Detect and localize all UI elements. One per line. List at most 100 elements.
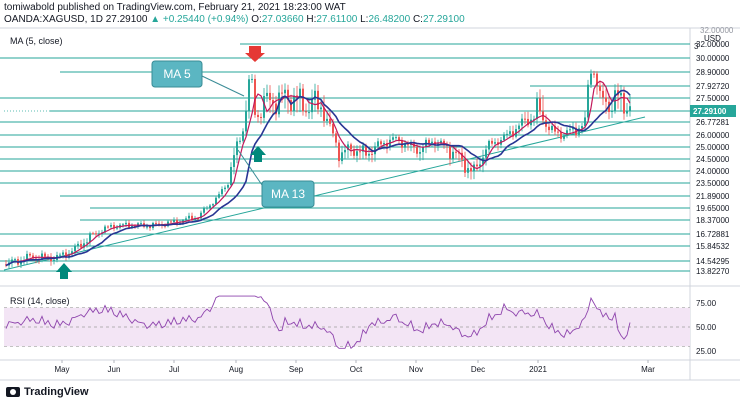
candle-body <box>26 253 28 261</box>
ma5-callout: MA 5 <box>151 60 245 97</box>
candle-body <box>320 107 322 110</box>
candle-body <box>206 207 208 209</box>
price-axis-label: 24.50000 <box>696 155 730 164</box>
candle-body <box>251 78 253 80</box>
price-axis-label: 16.72881 <box>696 230 730 239</box>
candle-body <box>431 141 433 144</box>
candle-body <box>308 112 310 114</box>
price-axis-label: 23.50000 <box>696 179 730 188</box>
candle-body <box>53 259 55 262</box>
open-value: 27.03660 <box>261 14 304 25</box>
candle-body <box>572 127 574 130</box>
candle-body <box>440 140 442 144</box>
candle-body <box>404 144 406 148</box>
candle-body <box>536 98 538 119</box>
candle-body <box>347 144 349 150</box>
candle-body <box>95 233 97 235</box>
price-axis-label: 24.00000 <box>696 167 730 176</box>
candle-body <box>596 73 598 86</box>
price-axis-top-faint: 32.00000 <box>700 26 734 35</box>
price-axis-label: 26.00000 <box>696 131 730 140</box>
candle-body <box>140 223 142 225</box>
candle-body <box>359 151 361 153</box>
candle-body <box>452 151 454 159</box>
ma5-callout-pointer <box>201 75 245 97</box>
currency-label: USD <box>704 34 721 43</box>
symbol-name: OANDA:XAGUSD, 1D <box>4 14 103 25</box>
ma13-callout-label: MA 13 <box>271 187 305 201</box>
candle-body <box>623 93 625 114</box>
rsi-axis-label: 75.00 <box>696 299 717 308</box>
candle-body <box>32 255 34 259</box>
candle-body <box>587 84 589 118</box>
candle-body <box>362 145 364 152</box>
candle-body <box>554 125 556 132</box>
candle-body <box>332 123 334 134</box>
candle-body <box>275 103 277 115</box>
candle-body <box>548 126 550 131</box>
candle-body <box>566 130 568 136</box>
candle-body <box>269 92 271 101</box>
candle-body <box>83 243 85 248</box>
candle-body <box>314 90 316 100</box>
candle-body <box>533 118 535 120</box>
candle-body <box>356 151 358 156</box>
price-change: ▲ +0.25440 (+0.94%) <box>150 14 249 25</box>
candle-body <box>629 106 631 112</box>
symbol-ohlc-line: OANDA:XAGUSD, 1D 27.29100 ▲ +0.25440 (+0… <box>4 14 465 25</box>
open-label: O: <box>251 14 262 25</box>
candle-body <box>488 140 490 150</box>
ma5-callout-label: MA 5 <box>163 67 191 81</box>
candle-body <box>245 111 247 132</box>
candle-body <box>266 92 268 97</box>
ma13-callout-pointer <box>237 149 263 186</box>
candle-body <box>458 152 460 154</box>
candle-body <box>116 227 118 229</box>
candle-body <box>110 225 112 227</box>
candle-body <box>521 118 523 126</box>
candle-body <box>467 168 469 173</box>
candle-body <box>212 204 214 206</box>
price-axis-label: 14.54295 <box>696 257 730 266</box>
price-axis-label: 21.89000 <box>696 192 730 201</box>
candle-body <box>233 155 235 167</box>
candle-body <box>296 95 298 97</box>
candle-body <box>317 90 319 110</box>
candle-body <box>341 152 343 162</box>
candle-body <box>305 111 307 113</box>
candle-body <box>611 110 613 113</box>
price-axis-partial-label: 3 <box>694 42 699 51</box>
close-value: 27.29100 <box>422 14 465 25</box>
time-axis-label: Oct <box>350 365 363 374</box>
candle-body <box>485 149 487 158</box>
candle-body <box>74 246 76 252</box>
candle-body <box>299 88 301 97</box>
candle-body <box>254 78 256 115</box>
candle-body <box>455 151 457 153</box>
price-axis-label: 25.00000 <box>696 143 730 152</box>
candle-body <box>503 134 505 141</box>
candle-body <box>236 141 238 156</box>
ma5-line <box>5 80 631 267</box>
candle-body <box>338 142 340 162</box>
candle-body <box>215 197 217 205</box>
candle-body <box>350 144 352 150</box>
candle-body <box>419 152 421 154</box>
candle-body <box>125 222 127 225</box>
candle-body <box>107 226 109 228</box>
candle-body <box>29 253 31 256</box>
candle-body <box>395 137 397 139</box>
candle-body <box>491 140 493 144</box>
candle-body <box>584 117 586 127</box>
brand-name: TradingView <box>24 386 89 398</box>
candle-body <box>464 159 466 173</box>
ma13-callout-box <box>261 180 315 208</box>
price-axis-label: 27.50000 <box>696 94 730 103</box>
price-axis-label: 15.84532 <box>696 242 730 251</box>
price-axis-label: 28.90000 <box>696 68 730 77</box>
candle-body <box>377 141 379 147</box>
candle-body <box>620 93 622 96</box>
candle-body <box>257 114 259 117</box>
candle-body <box>260 116 262 118</box>
